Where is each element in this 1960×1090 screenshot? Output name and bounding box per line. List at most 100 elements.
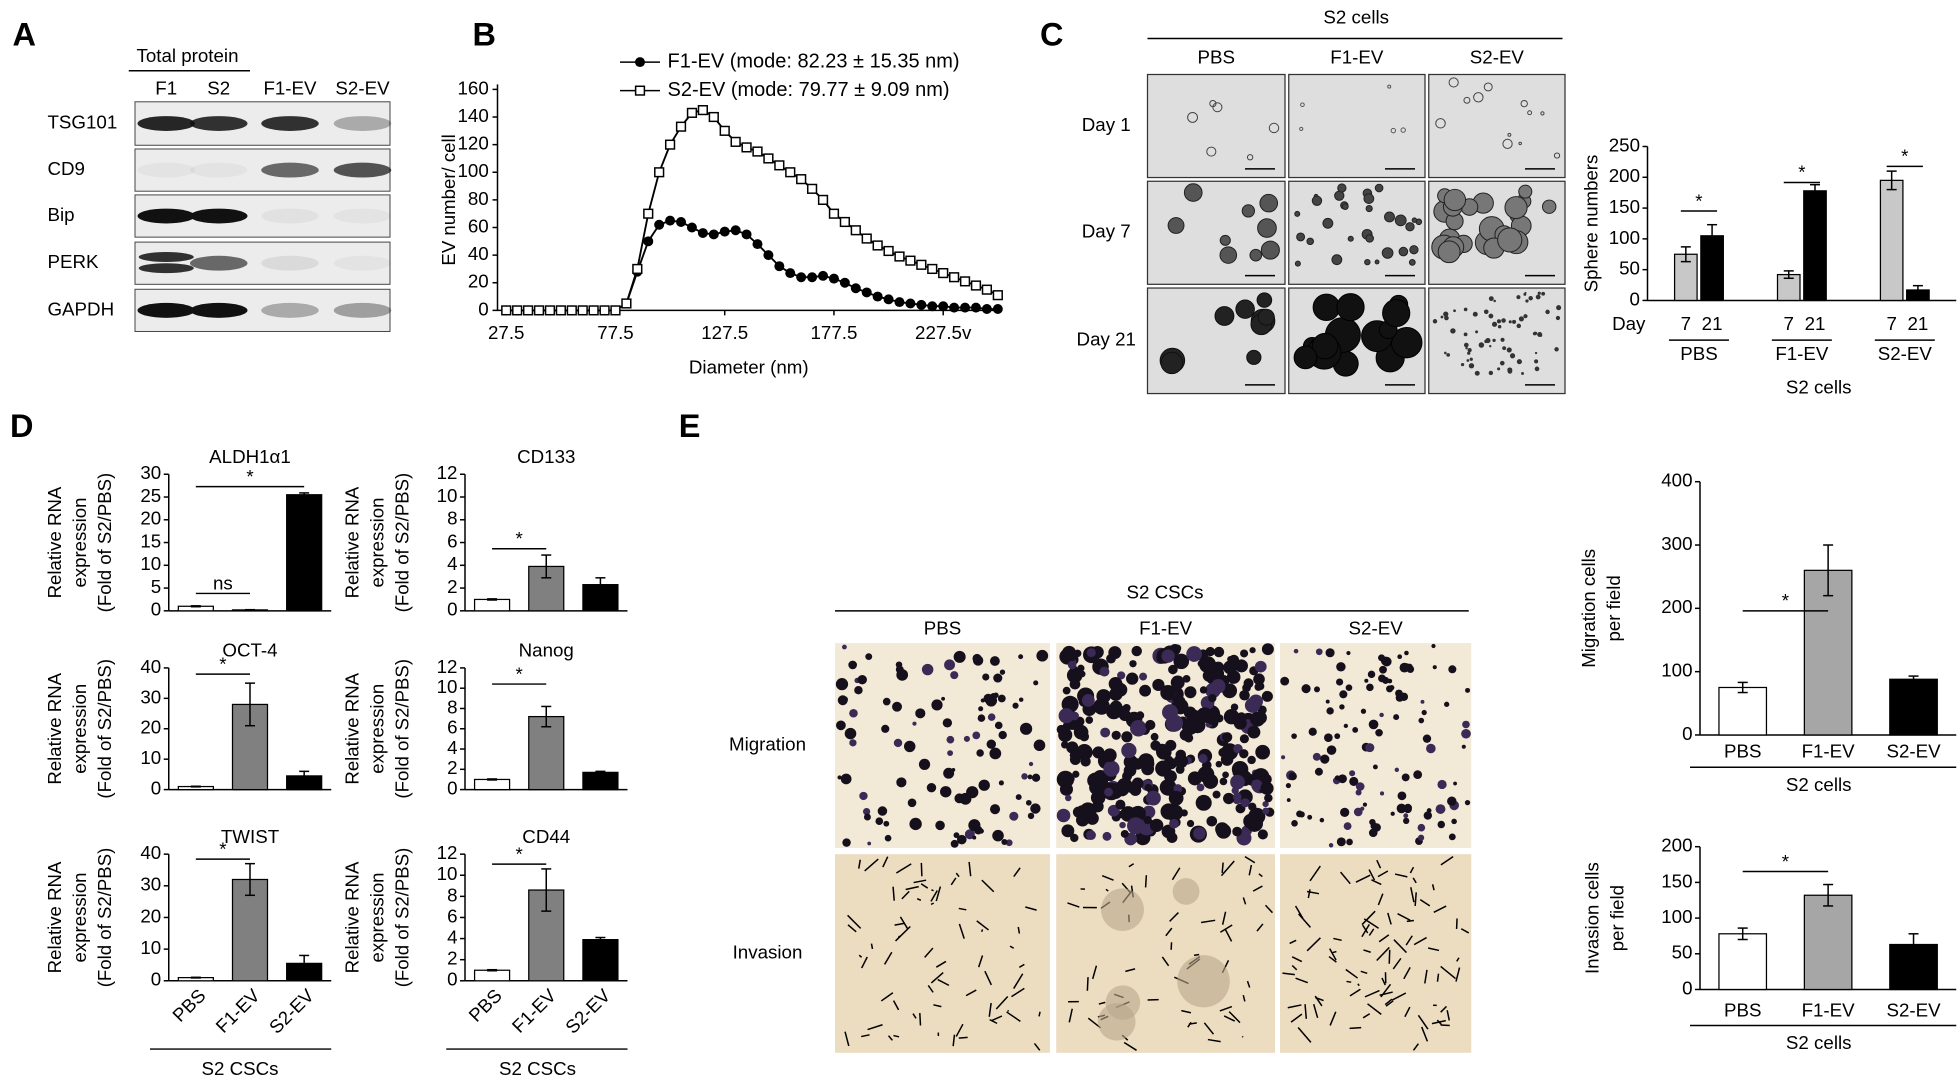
micrograph-cell bbox=[1497, 367, 1501, 371]
y-axis-label: expression bbox=[69, 498, 90, 588]
blot-band bbox=[261, 255, 319, 271]
micrograph-cell bbox=[1160, 685, 1176, 701]
micrograph-cell bbox=[1221, 862, 1224, 873]
micrograph-cell bbox=[1155, 760, 1172, 777]
micrograph-cell bbox=[863, 813, 871, 821]
data-point bbox=[730, 136, 741, 147]
micrograph-cell bbox=[1223, 1015, 1236, 1022]
micrograph-cell bbox=[978, 779, 990, 791]
data-point bbox=[741, 229, 752, 240]
micrograph-cell bbox=[1448, 833, 1456, 841]
micrograph-cell bbox=[972, 835, 977, 840]
micrograph-cell bbox=[909, 817, 922, 831]
micrograph-cell bbox=[882, 697, 891, 706]
micrograph-cell bbox=[1346, 838, 1353, 846]
micrograph-cell bbox=[1223, 792, 1235, 805]
micrograph-cell bbox=[1365, 204, 1373, 213]
micrograph-cell bbox=[927, 985, 934, 993]
data-point bbox=[883, 245, 894, 257]
image-column-label: PBS bbox=[1197, 46, 1235, 67]
y-tick-label: 12 bbox=[437, 462, 458, 483]
micrograph-cell bbox=[1319, 817, 1325, 823]
micrograph-cell bbox=[881, 724, 890, 733]
micrograph-cell bbox=[940, 786, 952, 798]
micrograph-cell bbox=[1446, 353, 1451, 357]
x-axis-label: S2 CSCs bbox=[201, 1058, 278, 1079]
micrograph-cell bbox=[1300, 102, 1305, 108]
significance-label: * bbox=[516, 528, 523, 549]
micrograph-cell bbox=[1165, 927, 1173, 937]
data-point bbox=[752, 239, 763, 250]
micrograph-cell bbox=[1256, 923, 1264, 932]
micrograph-cell bbox=[1436, 973, 1440, 982]
micrograph-cell bbox=[1299, 126, 1304, 131]
bar bbox=[1879, 179, 1904, 302]
micrograph bbox=[1428, 287, 1566, 395]
micrograph-cell bbox=[1488, 313, 1494, 319]
blot-band bbox=[333, 208, 392, 224]
micrograph-cell bbox=[861, 1034, 870, 1038]
y-tick-label: 150 bbox=[1609, 196, 1640, 217]
micrograph-cell bbox=[1223, 709, 1240, 725]
micrograph-cell bbox=[1453, 309, 1456, 313]
micrograph-cell bbox=[1025, 799, 1032, 806]
blot-band bbox=[333, 116, 392, 131]
y-tick-label: 400 bbox=[1661, 470, 1692, 491]
micrograph-cell bbox=[880, 992, 894, 1002]
micrograph-cell bbox=[1363, 918, 1379, 929]
micrograph-cell bbox=[1423, 811, 1433, 820]
data-point bbox=[719, 125, 730, 136]
micrograph-cell bbox=[1103, 748, 1117, 762]
micrograph-cell bbox=[1489, 344, 1492, 348]
micrograph-cell bbox=[1257, 308, 1275, 326]
micrograph-cell bbox=[926, 782, 937, 793]
micrograph-cell bbox=[1131, 645, 1142, 657]
micrograph-cell bbox=[1355, 782, 1365, 791]
micrograph-cell bbox=[1311, 332, 1339, 360]
legend-marker bbox=[634, 85, 646, 96]
micrograph-cell bbox=[844, 1031, 850, 1047]
data-point bbox=[818, 270, 829, 281]
y-tick-label: 200 bbox=[1661, 835, 1692, 856]
micrograph bbox=[1288, 180, 1426, 285]
x-tick-label: PBS bbox=[1680, 343, 1718, 364]
micrograph-cell bbox=[1009, 945, 1015, 949]
micrograph-cell bbox=[1215, 669, 1223, 676]
micrograph-cell bbox=[1362, 802, 1368, 807]
series-label: 21 bbox=[1702, 313, 1723, 334]
micrograph-cell bbox=[1286, 798, 1291, 802]
y-tick-label: 20 bbox=[140, 508, 161, 529]
micrograph-cell bbox=[1456, 957, 1460, 962]
image-row-label: Day 1 bbox=[1082, 114, 1131, 135]
micrograph-cell bbox=[1251, 779, 1263, 791]
micrograph-cell bbox=[1214, 306, 1235, 326]
micrograph-cell bbox=[1381, 977, 1386, 986]
micrograph-cell bbox=[895, 661, 903, 668]
micrograph-cell bbox=[1346, 980, 1352, 983]
micrograph-cell bbox=[1056, 724, 1066, 735]
micrograph-cell bbox=[1173, 754, 1189, 769]
micrograph-cell bbox=[1311, 195, 1323, 206]
micrograph-cell bbox=[1167, 217, 1185, 234]
micrograph-cell bbox=[991, 1015, 1003, 1022]
micrograph-cell bbox=[1419, 898, 1431, 907]
bar bbox=[1803, 894, 1853, 991]
y-axis-label: expression bbox=[69, 872, 90, 962]
micrograph-cell bbox=[944, 659, 956, 671]
micrograph-cell bbox=[1312, 1003, 1319, 1019]
micrograph-cell bbox=[1432, 665, 1437, 670]
y-axis-label: EV number/ cell bbox=[438, 134, 459, 265]
micrograph-cell bbox=[1230, 774, 1245, 790]
x-axis-label: S2 cells bbox=[1786, 377, 1852, 398]
data-point bbox=[719, 226, 730, 237]
micrograph-cell bbox=[1537, 291, 1541, 295]
y-tick-label: 8 bbox=[447, 508, 457, 529]
panel-label: C bbox=[1040, 17, 1063, 53]
micrograph-cell bbox=[1145, 719, 1156, 731]
micrograph-cell bbox=[1161, 649, 1175, 663]
micrograph-cell bbox=[1011, 987, 1025, 998]
micrograph-cell bbox=[1371, 879, 1382, 886]
micrograph-cell bbox=[1076, 744, 1093, 761]
micrograph-cell bbox=[1483, 82, 1493, 92]
y-tick-label: 12 bbox=[437, 842, 458, 863]
